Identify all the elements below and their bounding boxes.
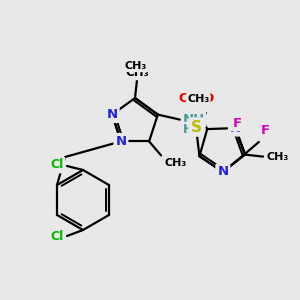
Text: N: N xyxy=(230,122,241,135)
Text: CH₃: CH₃ xyxy=(187,94,209,104)
Text: CH₃: CH₃ xyxy=(164,158,186,168)
Text: Cl: Cl xyxy=(50,230,64,244)
Text: N: N xyxy=(217,166,228,178)
Text: CH₃: CH₃ xyxy=(266,152,288,162)
Text: F: F xyxy=(261,124,270,137)
Text: S: S xyxy=(190,119,202,134)
Text: NH: NH xyxy=(183,113,205,126)
Text: N: N xyxy=(115,135,127,148)
Text: CH₃: CH₃ xyxy=(125,65,149,79)
Text: O: O xyxy=(202,92,214,105)
Text: CH₃: CH₃ xyxy=(125,61,147,71)
Text: N: N xyxy=(106,108,118,121)
Text: O: O xyxy=(178,92,190,105)
Text: H: H xyxy=(183,123,193,136)
Text: Cl: Cl xyxy=(50,158,64,172)
Text: F: F xyxy=(232,117,242,130)
